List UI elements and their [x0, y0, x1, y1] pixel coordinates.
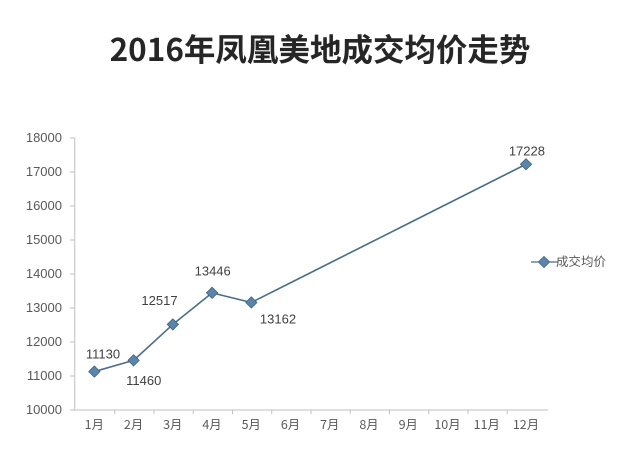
svg-text:13446: 13446 — [195, 263, 231, 278]
svg-text:12月: 12月 — [513, 414, 539, 433]
svg-text:10000: 10000 — [26, 402, 62, 417]
svg-text:10月: 10月 — [434, 414, 460, 433]
svg-text:成交均价: 成交均价 — [556, 251, 606, 270]
svg-text:13162: 13162 — [260, 311, 296, 326]
svg-text:9月: 9月 — [399, 414, 418, 433]
svg-text:14000: 14000 — [26, 266, 62, 281]
svg-text:13000: 13000 — [26, 300, 62, 315]
svg-text:12517: 12517 — [141, 293, 177, 308]
svg-text:7月: 7月 — [320, 414, 339, 433]
svg-text:8月: 8月 — [359, 414, 378, 433]
svg-text:3月: 3月 — [163, 414, 182, 433]
svg-text:17228: 17228 — [509, 144, 545, 159]
svg-text:5月: 5月 — [242, 414, 261, 433]
svg-text:11月: 11月 — [474, 414, 500, 433]
svg-text:11460: 11460 — [126, 373, 161, 388]
svg-text:2月: 2月 — [124, 414, 143, 433]
svg-text:16000: 16000 — [26, 198, 62, 213]
svg-text:11130: 11130 — [86, 346, 120, 361]
svg-text:17000: 17000 — [26, 164, 62, 179]
svg-text:12000: 12000 — [26, 334, 62, 349]
svg-text:18000: 18000 — [26, 130, 62, 145]
svg-text:15000: 15000 — [26, 232, 62, 247]
svg-text:11000: 11000 — [27, 368, 62, 383]
svg-text:4月: 4月 — [202, 414, 221, 433]
svg-text:6月: 6月 — [281, 414, 300, 433]
svg-text:1月: 1月 — [85, 414, 104, 433]
